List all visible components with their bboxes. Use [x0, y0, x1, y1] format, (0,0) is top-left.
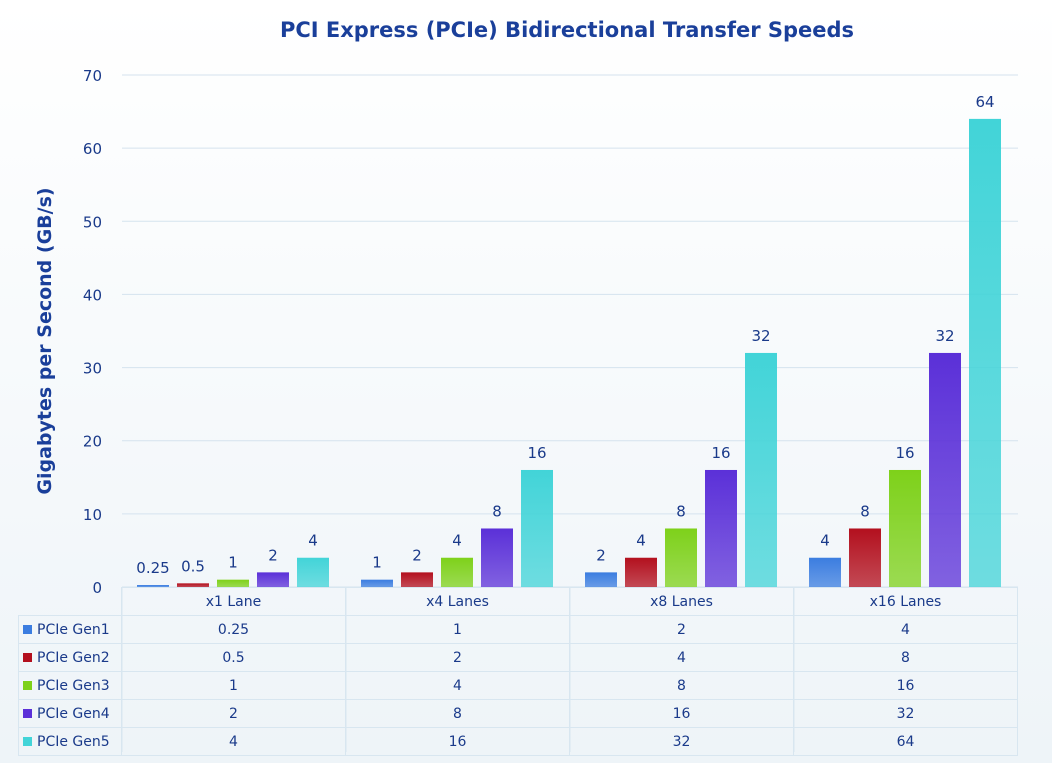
bar [441, 557, 473, 587]
category-label: x16 Lanes [793, 587, 1018, 616]
table-cell: 16 [345, 727, 570, 756]
legend-label: PCIe Gen3 [37, 677, 110, 694]
table-row: PCIe Gen1 0.25 1 2 4 [18, 615, 1018, 644]
table-cell: 1 [121, 671, 346, 700]
y-tick-label: 30 [83, 360, 102, 378]
legend-label: PCIe Gen2 [37, 649, 110, 666]
table-cell: 32 [793, 699, 1018, 728]
bar [929, 352, 961, 587]
bar [481, 528, 513, 587]
bar [625, 557, 657, 587]
data-label: 0.5 [181, 557, 205, 575]
table-cell: 4 [121, 727, 346, 756]
table-cell: 0.25 [121, 615, 346, 644]
bar [705, 469, 737, 587]
table-cell: 4 [345, 671, 570, 700]
data-label: 4 [452, 532, 462, 550]
bar [745, 352, 777, 587]
category-label: x4 Lanes [345, 587, 570, 616]
table-row: PCIe Gen4 2 8 16 32 [18, 699, 1018, 728]
data-label: 2 [596, 546, 606, 564]
bar [257, 572, 289, 587]
bar [361, 579, 393, 587]
bar [177, 583, 209, 587]
table-cell: 4 [569, 643, 794, 672]
bar [401, 572, 433, 587]
legend-entry: PCIe Gen2 [18, 643, 122, 672]
data-label: 32 [751, 327, 770, 345]
table-cell: 2 [345, 643, 570, 672]
chart-title: PCI Express (PCIe) Bidirectional Transfe… [279, 18, 855, 42]
data-label: 4 [636, 532, 646, 550]
bar [665, 528, 697, 587]
y-tick-label: 70 [83, 67, 102, 85]
legend-label: PCIe Gen1 [37, 621, 110, 638]
table-cell: 2 [121, 699, 346, 728]
legend-entry: PCIe Gen4 [18, 699, 122, 728]
legend-label: PCIe Gen4 [37, 705, 110, 722]
y-tick-label: 40 [83, 286, 102, 304]
data-label: 8 [492, 502, 502, 520]
table-corner [18, 587, 122, 616]
data-label: 4 [308, 532, 318, 550]
table-row: PCIe Gen3 1 4 8 16 [18, 671, 1018, 700]
data-label: 64 [975, 93, 994, 111]
data-label: 2 [412, 546, 422, 564]
table-row: PCIe Gen5 4 16 32 64 [18, 727, 1018, 756]
table-cell: 64 [793, 727, 1018, 756]
data-label: 0.25 [136, 559, 169, 577]
table-cell: 8 [569, 671, 794, 700]
bar [969, 118, 1001, 587]
y-tick-label: 50 [83, 213, 102, 231]
y-tick-label: 60 [83, 140, 102, 158]
data-label: 2 [268, 546, 278, 564]
table-cell: 8 [793, 643, 1018, 672]
category-label: x8 Lanes [569, 587, 794, 616]
bar [137, 585, 169, 587]
data-label: 32 [935, 327, 954, 345]
data-label: 16 [895, 444, 914, 462]
bar [521, 469, 553, 587]
bar [849, 528, 881, 587]
data-label: 1 [372, 554, 382, 572]
legend-entry: PCIe Gen3 [18, 671, 122, 700]
table-cell: 2 [569, 615, 794, 644]
table-cell: 8 [345, 699, 570, 728]
table-cell: 32 [569, 727, 794, 756]
table-cell: 0.5 [121, 643, 346, 672]
category-label: x1 Lane [121, 587, 346, 616]
table-cell: 1 [345, 615, 570, 644]
bar [585, 572, 617, 587]
data-label: 8 [860, 502, 870, 520]
legend-entry: PCIe Gen1 [18, 615, 122, 644]
table-cell: 4 [793, 615, 1018, 644]
bar [217, 579, 249, 587]
table-cell: 16 [793, 671, 1018, 700]
bar [297, 557, 329, 587]
legend-swatch-icon [23, 624, 32, 634]
legend-swatch-icon [23, 652, 32, 662]
legend-entry: PCIe Gen5 [18, 727, 122, 756]
y-tick-label: 20 [83, 433, 102, 451]
bar [809, 557, 841, 587]
table-cell: 16 [569, 699, 794, 728]
legend-swatch-icon [23, 708, 32, 718]
legend-swatch-icon [23, 680, 32, 690]
legend-swatch-icon [23, 736, 32, 746]
data-label: 8 [676, 502, 686, 520]
data-label: 16 [527, 444, 546, 462]
legend-label: PCIe Gen5 [37, 733, 110, 750]
y-tick-label: 10 [83, 506, 102, 524]
table-row: PCIe Gen2 0.5 2 4 8 [18, 643, 1018, 672]
data-label: 1 [228, 554, 238, 572]
data-table: x1 Lane x4 Lanes x8 Lanes x16 Lanes PCIe Gen… [18, 587, 1018, 756]
data-label: 16 [711, 444, 730, 462]
data-label: 4 [820, 532, 830, 550]
bar [889, 469, 921, 587]
